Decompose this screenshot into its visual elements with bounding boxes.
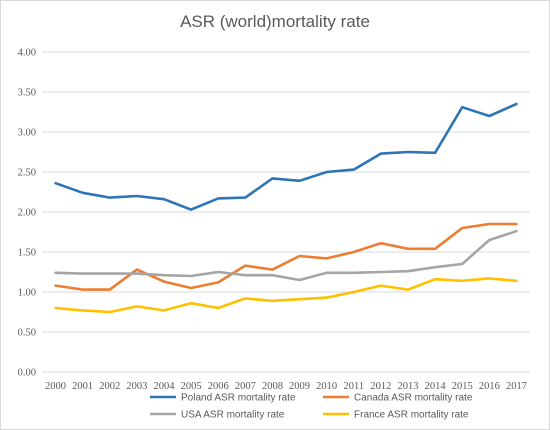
x-tick-label: 2000 bbox=[45, 381, 66, 392]
y-axis-ticks: 0.00 0.50 1.00 1.50 2.00 2.50 3.00 3.50 4.00 bbox=[18, 48, 36, 379]
series-line-2 bbox=[54, 229, 518, 282]
y-tick-label: 2.50 bbox=[18, 168, 36, 179]
legend: Poland ASR mortality rate Canada ASR mort… bbox=[150, 393, 473, 421]
x-tick-label: 2006 bbox=[208, 381, 229, 392]
legend-label: Poland ASR mortality rate bbox=[181, 393, 296, 404]
y-tick-label: 4.00 bbox=[18, 48, 36, 59]
x-tick-label: 2001 bbox=[72, 381, 93, 392]
x-tick-label: 2010 bbox=[316, 381, 337, 392]
x-tick-label: 2011 bbox=[343, 381, 364, 392]
x-tick-label: 2004 bbox=[154, 381, 176, 392]
x-tick-label: 2012 bbox=[370, 381, 391, 392]
legend-label: Canada ASR mortality rate bbox=[354, 393, 473, 404]
chart-title: ASR (world)mortality rate bbox=[180, 12, 370, 31]
y-tick-label: 0.50 bbox=[18, 328, 36, 339]
y-tick-label: 1.00 bbox=[18, 288, 36, 299]
x-tick-label: 2002 bbox=[99, 381, 120, 392]
legend-label: USA ASR mortality rate bbox=[181, 410, 285, 421]
x-tick-label: 2016 bbox=[479, 381, 500, 392]
y-tick-label: 1.50 bbox=[18, 248, 36, 259]
x-tick-label: 2017 bbox=[506, 381, 527, 392]
x-tick-label: 2007 bbox=[235, 381, 256, 392]
y-tick-label: 3.00 bbox=[18, 128, 36, 139]
y-tick-label: 3.50 bbox=[18, 88, 36, 99]
legend-label: France ASR mortality rate bbox=[354, 410, 469, 421]
x-tick-label: 2013 bbox=[398, 381, 419, 392]
series-line-0 bbox=[54, 102, 518, 211]
x-tick-label: 2005 bbox=[181, 381, 202, 392]
series-lines bbox=[54, 102, 518, 314]
x-tick-label: 2014 bbox=[425, 381, 447, 392]
y-tick-label: 0.00 bbox=[18, 368, 36, 379]
gridlines bbox=[42, 51, 530, 373]
x-tick-label: 2008 bbox=[262, 381, 283, 392]
x-tick-label: 2015 bbox=[452, 381, 473, 392]
x-axis-ticks: 2000 2001 2002 2003 2004 2005 2006 2007 2008 2009… bbox=[45, 381, 527, 392]
series-line-3 bbox=[54, 277, 518, 314]
x-tick-label: 2003 bbox=[126, 381, 147, 392]
x-tick-label: 2009 bbox=[289, 381, 310, 392]
y-tick-label: 2.00 bbox=[18, 208, 36, 219]
